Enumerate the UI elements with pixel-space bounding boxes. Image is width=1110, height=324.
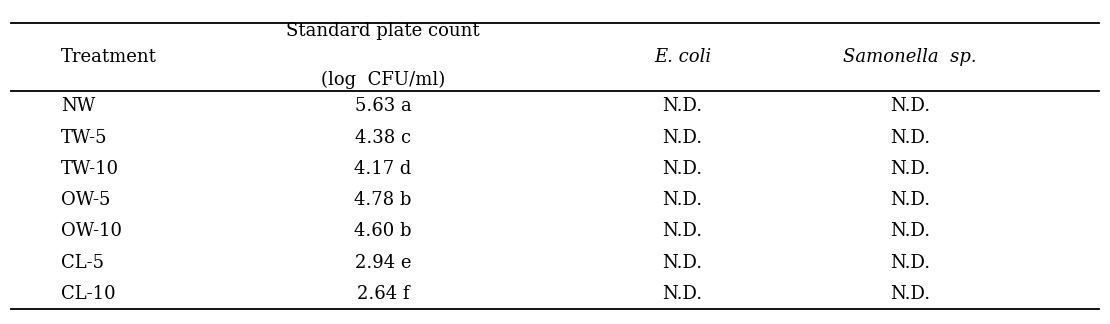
Text: E. coli: E. coli <box>654 48 712 66</box>
Text: OW-5: OW-5 <box>61 191 110 209</box>
Text: N.D.: N.D. <box>663 222 703 240</box>
Text: N.D.: N.D. <box>663 254 703 272</box>
Text: N.D.: N.D. <box>890 222 930 240</box>
Text: N.D.: N.D. <box>890 97 930 115</box>
Text: Samonella  sp.: Samonella sp. <box>844 48 977 66</box>
Text: N.D.: N.D. <box>890 129 930 146</box>
Text: N.D.: N.D. <box>890 285 930 303</box>
Text: N.D.: N.D. <box>663 129 703 146</box>
Text: Standard plate count: Standard plate count <box>286 22 480 40</box>
Text: N.D.: N.D. <box>663 160 703 178</box>
Text: CL-5: CL-5 <box>61 254 104 272</box>
Text: Treatment: Treatment <box>61 48 157 66</box>
Text: 2.94 e: 2.94 e <box>355 254 411 272</box>
Text: (log  CFU/ml): (log CFU/ml) <box>321 70 445 88</box>
Text: 4.78 b: 4.78 b <box>354 191 412 209</box>
Text: N.D.: N.D. <box>663 191 703 209</box>
Text: 2.64 f: 2.64 f <box>356 285 410 303</box>
Text: NW: NW <box>61 97 95 115</box>
Text: N.D.: N.D. <box>663 97 703 115</box>
Text: N.D.: N.D. <box>890 160 930 178</box>
Text: OW-10: OW-10 <box>61 222 122 240</box>
Text: N.D.: N.D. <box>890 254 930 272</box>
Text: 4.17 d: 4.17 d <box>354 160 412 178</box>
Text: N.D.: N.D. <box>890 191 930 209</box>
Text: 5.63 a: 5.63 a <box>354 97 412 115</box>
Text: CL-10: CL-10 <box>61 285 115 303</box>
Text: 4.60 b: 4.60 b <box>354 222 412 240</box>
Text: N.D.: N.D. <box>663 285 703 303</box>
Text: TW-10: TW-10 <box>61 160 119 178</box>
Text: TW-5: TW-5 <box>61 129 108 146</box>
Text: 4.38 c: 4.38 c <box>355 129 411 146</box>
